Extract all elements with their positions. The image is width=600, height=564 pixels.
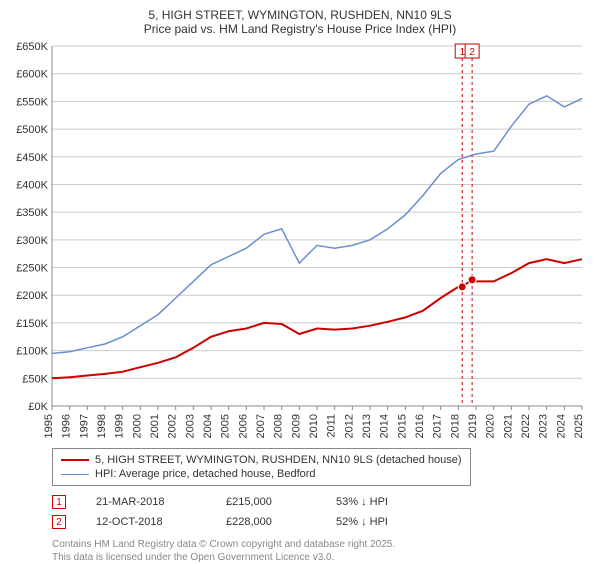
chart-area: £0K £50K £100K £150K £200K £250K £300K £350K £40…	[10, 40, 590, 440]
x-tick-label: 2017	[432, 414, 444, 438]
x-tick-label: 2024	[555, 414, 567, 438]
footer-attribution: Contains HM Land Registry data © Crown c…	[52, 538, 590, 564]
transaction-row: 2 12-OCT-2018 £228,000 52% ↓ HPI	[52, 512, 590, 532]
transaction-date: 21-MAR-2018	[96, 496, 196, 508]
transaction-row: 1 21-MAR-2018 £215,000 53% ↓ HPI	[52, 492, 590, 512]
footer-line2: This data is licensed under the Open Gov…	[52, 551, 590, 564]
y-tick-label: £50K	[22, 373, 48, 385]
x-tick-label: 2003	[184, 414, 196, 438]
x-tick-label: 2022	[520, 414, 532, 438]
x-tick-label: 2018	[449, 414, 461, 438]
y-tick-label: £550K	[16, 96, 48, 108]
x-tick-label: 2008	[273, 414, 285, 438]
legend-box: 5, HIGH STREET, WYMINGTON, RUSHDEN, NN10…	[52, 448, 471, 486]
marker-top-badge-label: 1	[459, 47, 465, 58]
y-tick-label: £600K	[16, 69, 48, 81]
y-tick-label: £400K	[16, 179, 48, 191]
transaction-price: £228,000	[226, 516, 306, 528]
x-tick-label: 2010	[308, 414, 320, 438]
legend-label: 5, HIGH STREET, WYMINGTON, RUSHDEN, NN10…	[95, 454, 462, 466]
x-tick-label: 2015	[396, 414, 408, 438]
x-tick-label: 2005	[220, 414, 232, 438]
x-tick-label: 1997	[78, 414, 90, 438]
x-tick-label: 2001	[149, 414, 161, 438]
price-marker	[468, 276, 476, 284]
y-tick-label: £450K	[16, 152, 48, 164]
y-tick-label: £100K	[16, 346, 48, 358]
x-tick-label: 2016	[414, 414, 426, 438]
footer-line1: Contains HM Land Registry data © Crown c…	[52, 538, 590, 551]
x-tick-label: 1995	[43, 414, 55, 438]
y-tick-label: £500K	[16, 124, 48, 136]
y-tick-label: £250K	[16, 263, 48, 275]
chart-svg: £0K £50K £100K £150K £200K £250K £300K £350K £40…	[10, 40, 590, 440]
x-tick-label: 2014	[379, 414, 391, 438]
x-tick-label: 2019	[467, 414, 479, 438]
transaction-list: 1 21-MAR-2018 £215,000 53% ↓ HPI 2 12-OCT-201…	[52, 492, 590, 532]
series-red	[52, 259, 582, 378]
x-tick-label: 2000	[131, 414, 143, 438]
y-tick-label: £0K	[28, 401, 48, 413]
y-tick-label: £200K	[16, 290, 48, 302]
chart-title-line1: 5, HIGH STREET, WYMINGTON, RUSHDEN, NN10…	[10, 8, 590, 22]
x-tick-label: 1999	[114, 414, 126, 438]
transaction-badge: 2	[52, 515, 66, 529]
price-marker	[458, 283, 466, 291]
chart-title-block: 5, HIGH STREET, WYMINGTON, RUSHDEN, NN10…	[10, 8, 590, 36]
x-tick-label: 2021	[502, 414, 514, 438]
x-tick-label: 1998	[96, 414, 108, 438]
x-tick-label: 2013	[361, 414, 373, 438]
marker-top-badge-label: 2	[469, 47, 475, 58]
legend-row: 5, HIGH STREET, WYMINGTON, RUSHDEN, NN10…	[61, 453, 462, 467]
legend-label: HPI: Average price, detached house, Bedf…	[95, 468, 316, 480]
transaction-hpi: 53% ↓ HPI	[336, 496, 388, 508]
y-tick-label: £650K	[16, 41, 48, 53]
legend-row: HPI: Average price, detached house, Bedf…	[61, 467, 462, 481]
x-tick-label: 2023	[538, 414, 550, 438]
x-tick-label: 2004	[202, 414, 214, 438]
x-tick-label: 2025	[573, 414, 585, 438]
legend-swatch	[61, 459, 89, 461]
x-tick-label: 2012	[343, 414, 355, 438]
x-tick-label: 2002	[167, 414, 179, 438]
y-tick-label: £300K	[16, 235, 48, 247]
y-tick-label: £350K	[16, 207, 48, 219]
transaction-date: 12-OCT-2018	[96, 516, 196, 528]
transaction-price: £215,000	[226, 496, 306, 508]
x-tick-label: 2011	[326, 414, 338, 438]
x-tick-label: 2007	[255, 414, 267, 438]
legend-swatch	[61, 474, 89, 475]
x-tick-label: 2009	[290, 414, 302, 438]
chart-title-line2: Price paid vs. HM Land Registry's House …	[10, 22, 590, 36]
y-tick-label: £150K	[16, 318, 48, 330]
x-tick-label: 1996	[61, 414, 73, 438]
x-tick-label: 2020	[485, 414, 497, 438]
x-tick-label: 2006	[237, 414, 249, 438]
transaction-badge: 1	[52, 495, 66, 509]
transaction-hpi: 52% ↓ HPI	[336, 516, 388, 528]
series-blue	[52, 96, 582, 354]
